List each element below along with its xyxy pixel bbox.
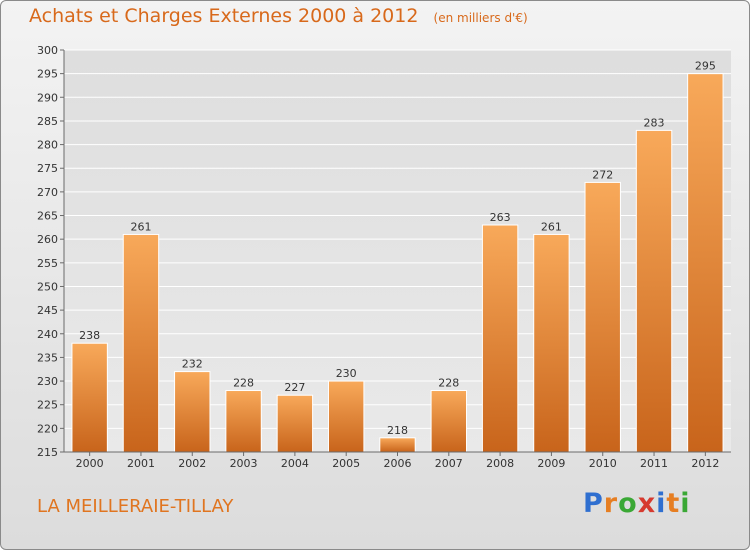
bars: 238 261 232 228 227 230 218 228 263 261 272 283 295 [71,60,724,453]
data-label: 261 [130,220,151,233]
x-tick-label: 2003 [230,457,258,470]
y-tick-label: 260 [37,233,58,246]
chart-title-text: Achats et Charges Externes 2000 à 2012 [29,5,419,27]
x-tick-label: 2002 [178,457,206,470]
data-label: 232 [182,358,203,371]
logo-letter: o [618,488,638,519]
y-tick-label: 235 [37,351,58,364]
y-tick-label: 280 [37,139,58,152]
bar [687,73,724,453]
x-tick-label: 2010 [589,457,617,470]
data-label: 261 [541,220,562,233]
logo-letter: t [666,488,681,519]
y-tick-label: 220 [37,422,58,435]
logo-letter: i [680,488,691,519]
x-tick-label: 2006 [384,457,412,470]
bar [533,233,570,453]
logo-letter: x [637,488,657,519]
x-tick-label: 2007 [435,457,463,470]
bar [327,380,365,453]
y-tick-label: 230 [37,375,58,388]
x-tick-label: 2008 [486,457,514,470]
data-label: 283 [644,116,665,129]
data-label: 238 [79,329,100,342]
data-label: 228 [233,377,254,390]
data-label: 228 [438,377,459,390]
y-tick-label: 245 [37,304,58,317]
x-tick-label: 2001 [127,457,155,470]
chart-unit-note: (en milliers d'€) [433,11,528,25]
bar [71,342,108,453]
proxiti-logo: Proxiti [583,488,691,519]
y-tick-label: 295 [37,68,58,81]
data-label: 295 [695,60,716,73]
y-tick-label: 290 [37,91,58,104]
bar [584,181,621,453]
y-tick-label: 270 [37,186,58,199]
data-label: 272 [592,168,613,181]
bar [379,437,416,453]
y-tick-label: 285 [37,115,58,128]
bar [174,371,211,453]
y-tick-label: 265 [37,210,58,223]
data-label: 218 [387,424,408,437]
y-tick-label: 255 [37,257,58,270]
y-tick-label: 215 [37,446,58,459]
bar [430,390,468,453]
data-label: 227 [284,381,305,394]
x-tick-label: 2000 [76,457,104,470]
x-tick-label: 2012 [691,457,719,470]
logo-letter: r [603,488,619,519]
plot-area [64,50,731,452]
bar [122,233,160,453]
logo-letter: i [656,488,667,519]
data-label: 230 [336,367,357,380]
chart-title: Achats et Charges Externes 2000 à 2012 (… [29,5,528,27]
bar [276,394,314,453]
y-tick-label: 275 [37,162,58,175]
data-label: 263 [490,211,511,224]
bar [225,390,262,453]
bar [635,129,673,453]
x-tick-label: 2005 [332,457,360,470]
axes: 215 220 225 230 235 240 245 250 255 260 265 270 275 2… [37,44,731,470]
x-tick-label: 2011 [640,457,668,470]
y-tick-label: 250 [37,280,58,293]
y-tick-label: 240 [37,328,58,341]
y-tick-label: 225 [37,399,58,412]
place-name: LA MEILLERAIE-TILLAY [37,496,234,517]
x-tick-label: 2009 [537,457,565,470]
logo-letter: P [583,488,604,519]
bar [481,224,519,453]
y-tick-label: 300 [37,44,58,57]
x-tick-label: 2004 [281,457,309,470]
